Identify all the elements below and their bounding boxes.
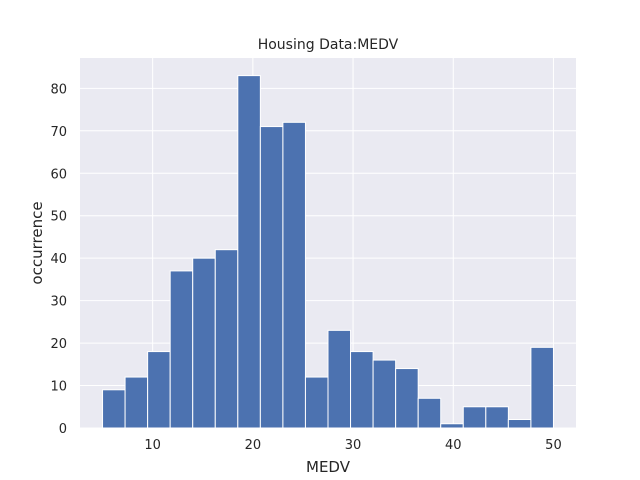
y-tick-label: 40: [50, 252, 67, 267]
histogram-bar: [147, 351, 171, 429]
y-tick-label: 0: [59, 422, 67, 437]
bars: [102, 75, 554, 429]
x-tick-label: 10: [144, 438, 161, 453]
y-tick-label: 80: [50, 82, 67, 97]
histogram-bar: [304, 376, 329, 429]
y-axis-label: occurrence: [28, 201, 46, 284]
x-tick-label: 20: [245, 438, 262, 453]
histogram-bar: [169, 270, 194, 429]
y-tick-label: 20: [50, 337, 67, 352]
histogram-bar: [237, 75, 261, 429]
histogram-bar: [327, 329, 352, 429]
y-tick-label: 30: [50, 295, 67, 310]
histogram-bar: [259, 126, 284, 429]
y-tick-label: 70: [50, 125, 67, 140]
histogram-bar: [462, 406, 487, 429]
histogram-bar: [192, 257, 216, 429]
grid-lines: [80, 58, 576, 429]
histogram-bar: [440, 423, 464, 429]
histogram-bar: [350, 351, 374, 429]
y-tick-label: 60: [50, 167, 67, 182]
y-tick-labels: 0 10 20 30 40 50 60 70 80: [50, 82, 67, 437]
histogram-bar: [102, 389, 126, 429]
histogram-bar: [485, 406, 509, 429]
x-tick-label: 30: [345, 438, 362, 453]
y-tick-label: 10: [50, 380, 67, 395]
histogram-bar: [395, 368, 419, 429]
x-tick-label: 50: [545, 438, 562, 453]
histogram-bar: [124, 376, 149, 429]
y-tick-label: 50: [50, 210, 67, 225]
chart-title: Housing Data:MEDV: [258, 37, 399, 53]
x-tick-labels: 10 20 30 40 50: [144, 438, 561, 453]
histogram-bar: [417, 397, 442, 429]
histogram-bar: [507, 419, 532, 429]
histogram-bar: [530, 346, 554, 429]
x-tick-label: 40: [445, 438, 462, 453]
histogram-bar: [282, 121, 306, 429]
histogram-bar: [372, 359, 397, 429]
x-axis-label: MEDV: [306, 458, 351, 476]
histogram-bar: [214, 249, 239, 429]
